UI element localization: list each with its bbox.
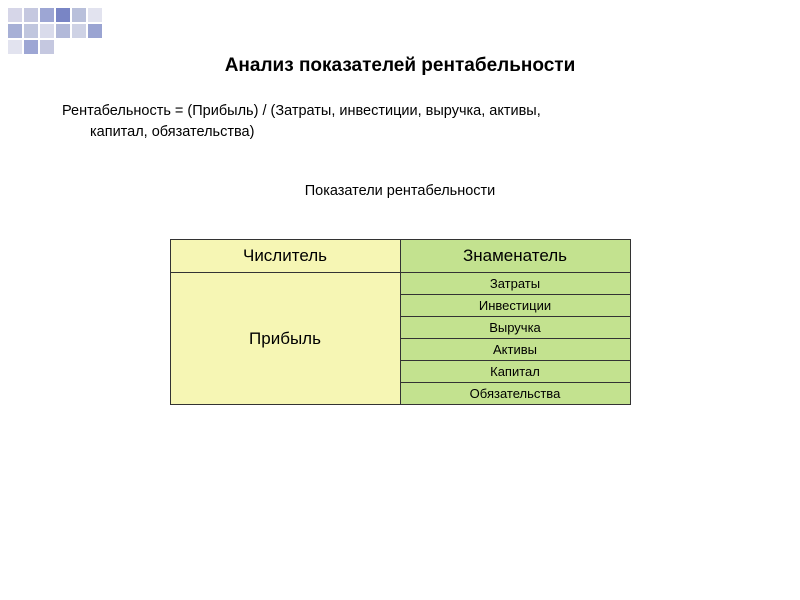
- header-numerator: Числитель: [170, 240, 400, 273]
- table-container: Числитель Знаменатель Прибыль Затраты Ин…: [50, 239, 750, 405]
- header-denominator: Знаменатель: [400, 240, 630, 273]
- profitability-table: Числитель Знаменатель Прибыль Затраты Ин…: [170, 239, 631, 405]
- denom-cell-1: Инвестиции: [400, 295, 630, 317]
- denom-cell-5: Обязательства: [400, 383, 630, 405]
- corner-decoration: [8, 8, 128, 58]
- formula-line1: Рентабельность = (Прибыль) / (Затраты, и…: [62, 103, 541, 119]
- profit-cell: Прибыль: [170, 273, 400, 405]
- table-subtitle: Показатели рентабельности: [50, 183, 750, 199]
- formula-text: Рентабельность = (Прибыль) / (Затраты, и…: [50, 101, 750, 143]
- formula-line2: капитал, обязательства): [62, 122, 740, 143]
- denom-cell-3: Активы: [400, 339, 630, 361]
- slide-content: Анализ показателей рентабельности Рентаб…: [0, 0, 800, 405]
- page-title: Анализ показателей рентабельности: [50, 55, 750, 77]
- denom-cell-4: Капитал: [400, 361, 630, 383]
- denom-cell-2: Выручка: [400, 317, 630, 339]
- denom-cell-0: Затраты: [400, 273, 630, 295]
